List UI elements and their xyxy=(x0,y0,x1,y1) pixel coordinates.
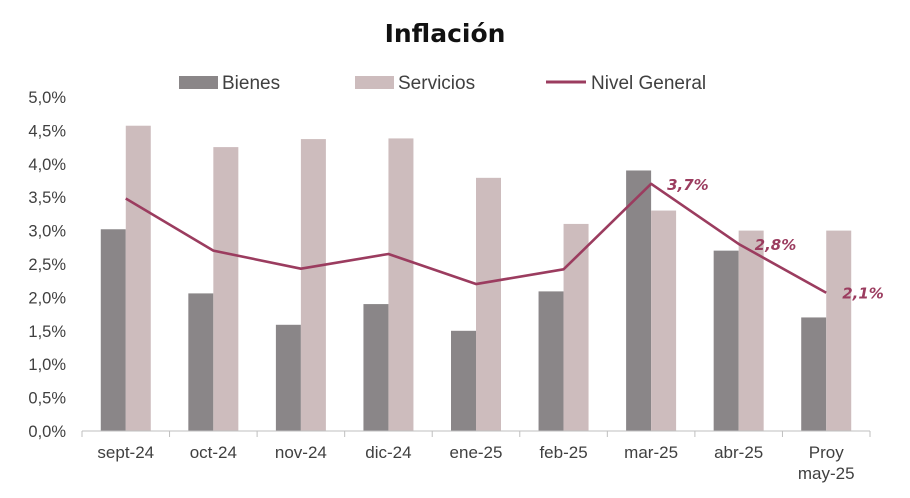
legend-servicios-label: Servicios xyxy=(398,73,475,94)
data-labels: 3,7% 2,8% 2,1% xyxy=(667,176,884,303)
y-tick-label: 2,5% xyxy=(28,256,66,274)
y-tick-label: 0,5% xyxy=(28,390,66,408)
y-tick-label: 0,0% xyxy=(28,423,66,441)
nivel-general-line xyxy=(125,182,827,294)
data-label: 2,8% xyxy=(755,236,797,254)
bar-bienes xyxy=(275,324,301,431)
legend-nivel-general-label: Nivel General xyxy=(591,73,706,94)
x-tick-label: nov-24 xyxy=(275,443,327,462)
bar-servicios xyxy=(826,230,852,431)
y-tick-label: 1,0% xyxy=(28,356,66,374)
legend-bienes-swatch xyxy=(179,76,218,89)
bar-bienes xyxy=(100,229,126,431)
x-tick-label: dic-24 xyxy=(365,443,411,462)
y-tick-label: 4,5% xyxy=(28,122,66,140)
data-label: 2,1% xyxy=(842,285,884,303)
bar-servicios xyxy=(476,177,501,431)
bar-bienes xyxy=(538,291,564,431)
bar-bienes xyxy=(801,317,827,431)
bars xyxy=(100,125,852,432)
y-tick-label: 1,5% xyxy=(28,323,66,341)
y-tick-label: 3,5% xyxy=(28,189,66,207)
legend: Bienes Servicios Nivel General xyxy=(179,73,706,94)
bar-servicios xyxy=(563,223,589,431)
y-tick-label: 2,0% xyxy=(28,289,66,307)
chart-title: Inflación xyxy=(385,19,506,48)
y-tick-label: 5,0% xyxy=(28,89,66,107)
legend-bienes-label: Bienes xyxy=(222,73,280,94)
x-tick-label: feb-25 xyxy=(539,443,587,462)
bar-bienes xyxy=(451,330,476,431)
x-tick-label: mar-25 xyxy=(624,443,678,462)
bar-servicios xyxy=(213,147,239,431)
y-tick-label: 4,0% xyxy=(28,156,66,174)
y-tick-label: 3,0% xyxy=(28,223,66,241)
bar-servicios xyxy=(125,125,151,431)
bar-servicios xyxy=(300,139,326,432)
x-tick-label: abr-25 xyxy=(714,443,763,462)
x-tick-label: Proy may-25 xyxy=(798,443,855,483)
bar-servicios xyxy=(651,210,677,431)
x-tick-label: oct-24 xyxy=(190,443,237,462)
bar-bienes xyxy=(363,304,389,431)
y-axis: 0,0% 0,5% 1,0% 1,5% 2,0% 2,5% 3,0% 3,5% 4,0% 4,5%… xyxy=(28,89,66,441)
bar-bienes xyxy=(188,293,214,431)
legend-servicios-swatch xyxy=(355,76,394,89)
bar-bienes xyxy=(626,170,652,432)
x-tick-label: sept-24 xyxy=(97,443,154,462)
bar-servicios xyxy=(388,138,414,431)
x-tick-label: ene-25 xyxy=(450,443,503,462)
nivel-general-line-group xyxy=(125,182,827,294)
data-label: 3,7% xyxy=(667,176,709,194)
x-axis: sept-24 oct-24 nov-24 dic-24 ene-25 feb-25 mar… xyxy=(81,430,871,483)
bar-servicios xyxy=(738,230,764,431)
bar-bienes xyxy=(713,250,739,431)
